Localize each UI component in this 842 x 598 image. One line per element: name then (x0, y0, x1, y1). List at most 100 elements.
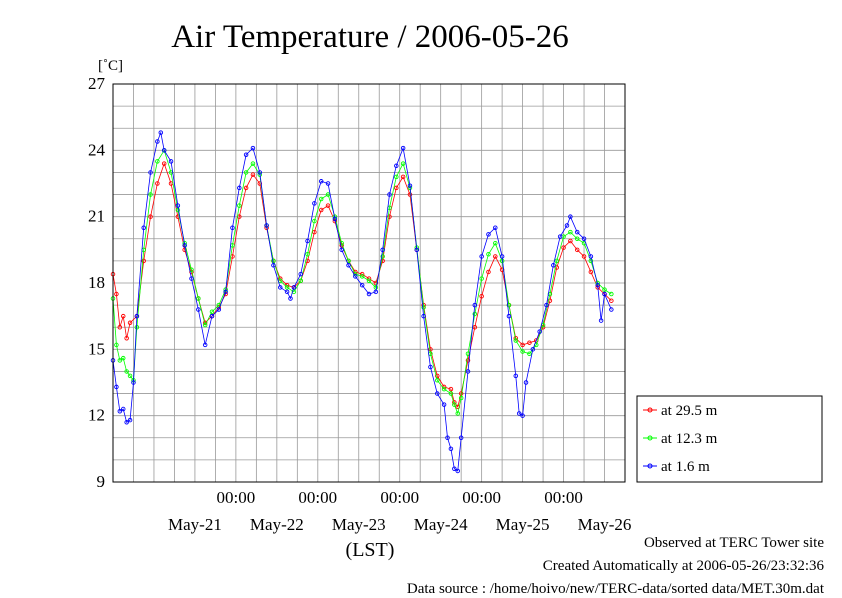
series-point (598, 318, 604, 323)
series-point (223, 289, 228, 295)
series-point (288, 296, 293, 301)
series-point (400, 174, 406, 180)
series-point (574, 229, 580, 235)
series-point (506, 302, 512, 308)
series-point (298, 278, 303, 284)
series-point (124, 420, 129, 425)
series-point (175, 207, 181, 213)
series-point (264, 223, 269, 228)
series-point (202, 342, 208, 348)
series-point (455, 411, 460, 416)
series-point (120, 355, 126, 361)
legend: at 29.5 m at 12.3 m at 1.6 m (636, 395, 823, 483)
series-point (486, 232, 491, 237)
series-point (458, 391, 464, 396)
series-point (161, 148, 167, 153)
series-point (312, 229, 317, 235)
series-point (609, 307, 614, 312)
series-point (520, 342, 525, 348)
series-point (168, 159, 174, 164)
series-point (544, 302, 549, 308)
plot-frame (112, 83, 626, 483)
series-point (148, 170, 153, 175)
series-point (537, 329, 542, 334)
x-axis-label: (LST) (346, 539, 395, 561)
series-point (346, 263, 351, 268)
series-point (148, 192, 153, 197)
x-time-tick-label: 00:00 (298, 488, 337, 507)
series-point (458, 395, 464, 401)
series-point (407, 192, 413, 197)
series-point (305, 252, 310, 257)
series-point (609, 298, 614, 303)
series-point (117, 408, 123, 414)
series-point (588, 258, 594, 264)
series-point (161, 161, 167, 166)
series-point (318, 196, 324, 202)
grid-lines (113, 84, 625, 482)
series-point (359, 282, 365, 288)
series-point (574, 247, 580, 253)
series-point (564, 223, 570, 228)
series-point (366, 278, 372, 284)
x-date-tick-label: May-22 (250, 515, 304, 534)
series-point (189, 276, 194, 281)
series-point (318, 207, 324, 213)
series-point (291, 285, 297, 290)
series-point (574, 236, 580, 242)
series-point (609, 291, 614, 297)
series-point (441, 402, 447, 407)
series-point (445, 435, 450, 441)
series-point (124, 336, 129, 341)
series-point (554, 258, 559, 264)
series-point (561, 245, 566, 250)
legend-swatch-marker (647, 435, 653, 441)
series-point (366, 291, 372, 297)
y-tick-label: 15 (88, 339, 105, 358)
legend-swatch-marker (647, 407, 653, 413)
series-point (353, 274, 358, 279)
series-point (602, 291, 607, 297)
x-time-tick-label: 00:00 (544, 488, 583, 507)
legend-swatch-marker (647, 463, 653, 469)
series-point (493, 225, 498, 230)
series-point (127, 373, 133, 379)
series-point (414, 247, 420, 253)
series-point (373, 285, 379, 290)
series-point (472, 311, 478, 317)
series-point (124, 369, 129, 374)
series-point (373, 289, 379, 295)
y-tick-label: 18 (88, 273, 105, 292)
series-point (588, 269, 594, 275)
series-point (568, 229, 573, 235)
series-point (557, 234, 563, 239)
footer-created: Created Automatically at 2006-05-26/23:3… (542, 558, 824, 574)
series-point (148, 214, 153, 219)
series-point (209, 313, 215, 319)
series-point (602, 287, 607, 292)
series-point (479, 254, 484, 259)
series-point (581, 254, 587, 259)
series-point (305, 238, 310, 244)
series-point (117, 358, 123, 363)
series-point (479, 294, 484, 299)
x-date-tick-label: May-25 (496, 515, 550, 534)
series-point (400, 145, 406, 151)
series-point (448, 386, 454, 392)
series-point (506, 313, 512, 319)
series-point (284, 289, 290, 295)
series-point (120, 406, 126, 412)
series-point (527, 351, 532, 357)
series-point (325, 203, 331, 208)
series-point (318, 179, 324, 184)
series-point (298, 271, 303, 277)
series-point (435, 378, 440, 383)
series-point (339, 247, 344, 253)
series-1 (110, 148, 614, 416)
series-group (110, 130, 614, 474)
series-point (114, 342, 119, 348)
series-point (568, 214, 573, 219)
series-point (158, 130, 164, 135)
series-point (243, 152, 249, 158)
series-point (312, 218, 317, 224)
